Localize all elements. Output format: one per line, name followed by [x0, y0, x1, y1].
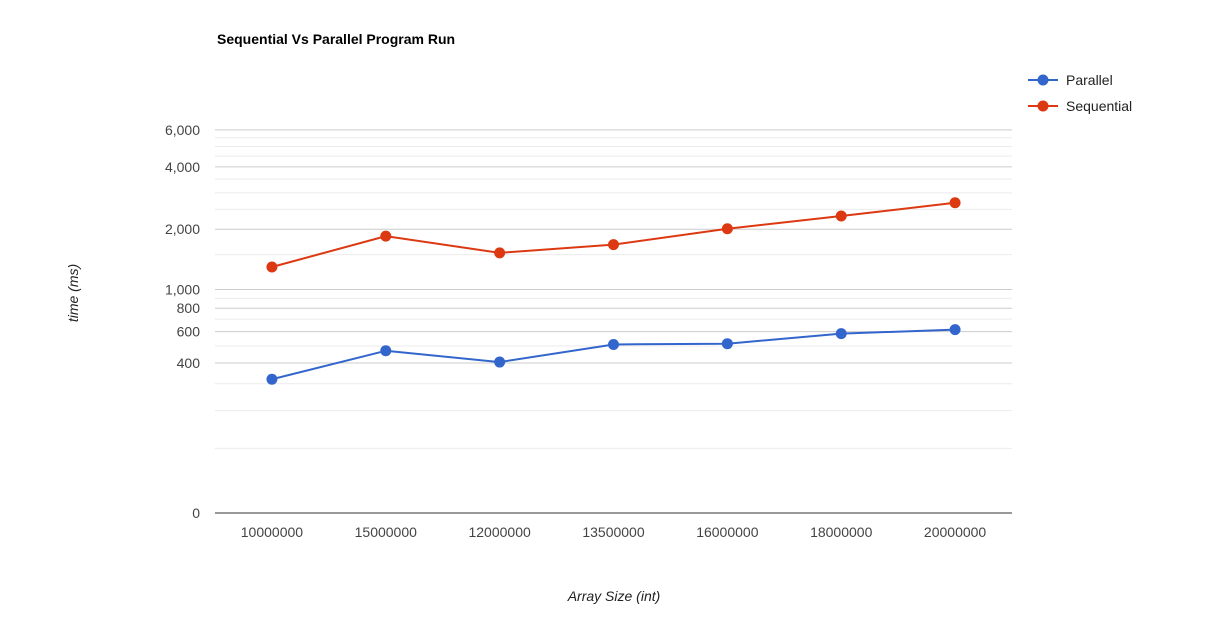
data-point-sequential[interactable] [380, 230, 392, 242]
y-tick-label: 800 [177, 300, 201, 316]
y-axis-ticks: 0 400 600 800 1,000 2,000 4,000 6,000 [165, 122, 200, 521]
legend-marker [1037, 74, 1049, 86]
legend[interactable]: Parallel Sequential [1028, 72, 1132, 114]
y-tick-label: 400 [177, 355, 201, 371]
y-tick-label: 1,000 [165, 282, 200, 298]
series-line-parallel [271, 328, 956, 381]
gridlines [215, 129, 1012, 449]
data-point-parallel[interactable] [608, 338, 619, 350]
data-point-sequential[interactable] [266, 261, 278, 273]
legend-marker [1037, 100, 1049, 112]
y-axis-label: time (ms) [65, 264, 81, 322]
series-group [266, 197, 961, 385]
data-point-sequential[interactable] [835, 210, 847, 222]
x-axis-ticks: 10000000 15000000 12000000 13500000 16000000… [241, 524, 987, 540]
y-tick-label: 600 [177, 324, 201, 340]
legend-item-sequential[interactable]: Sequential [1028, 98, 1132, 114]
x-tick-label: 20000000 [924, 524, 987, 540]
data-point-parallel[interactable] [380, 345, 392, 357]
data-point-sequential[interactable] [494, 247, 506, 259]
legend-label: Sequential [1066, 98, 1132, 114]
y-tick-label: 6,000 [165, 122, 200, 138]
x-tick-label: 13500000 [582, 524, 645, 540]
data-point-parallel[interactable] [949, 324, 961, 336]
x-tick-label: 16000000 [696, 524, 759, 540]
x-axis-label: Array Size (int) [567, 588, 661, 604]
x-tick-label: 10000000 [241, 524, 304, 540]
legend-item-parallel[interactable]: Parallel [1028, 72, 1113, 88]
data-point-sequential[interactable] [721, 223, 733, 235]
legend-label: Parallel [1066, 72, 1113, 88]
data-point-parallel[interactable] [266, 373, 278, 385]
x-tick-label: 15000000 [355, 524, 418, 540]
series-line-sequential [271, 201, 956, 268]
x-tick-label: 18000000 [810, 524, 873, 540]
data-point-parallel[interactable] [721, 338, 733, 350]
y-tick-label: 0 [192, 505, 200, 521]
data-point-sequential[interactable] [608, 239, 619, 251]
data-point-parallel[interactable] [494, 356, 506, 368]
chart-title: Sequential Vs Parallel Program Run [217, 31, 455, 47]
x-tick-label: 12000000 [468, 524, 531, 540]
y-tick-label: 4,000 [165, 159, 200, 175]
y-tick-label: 2,000 [165, 221, 200, 237]
data-point-sequential[interactable] [949, 197, 961, 209]
data-point-parallel[interactable] [835, 328, 847, 340]
